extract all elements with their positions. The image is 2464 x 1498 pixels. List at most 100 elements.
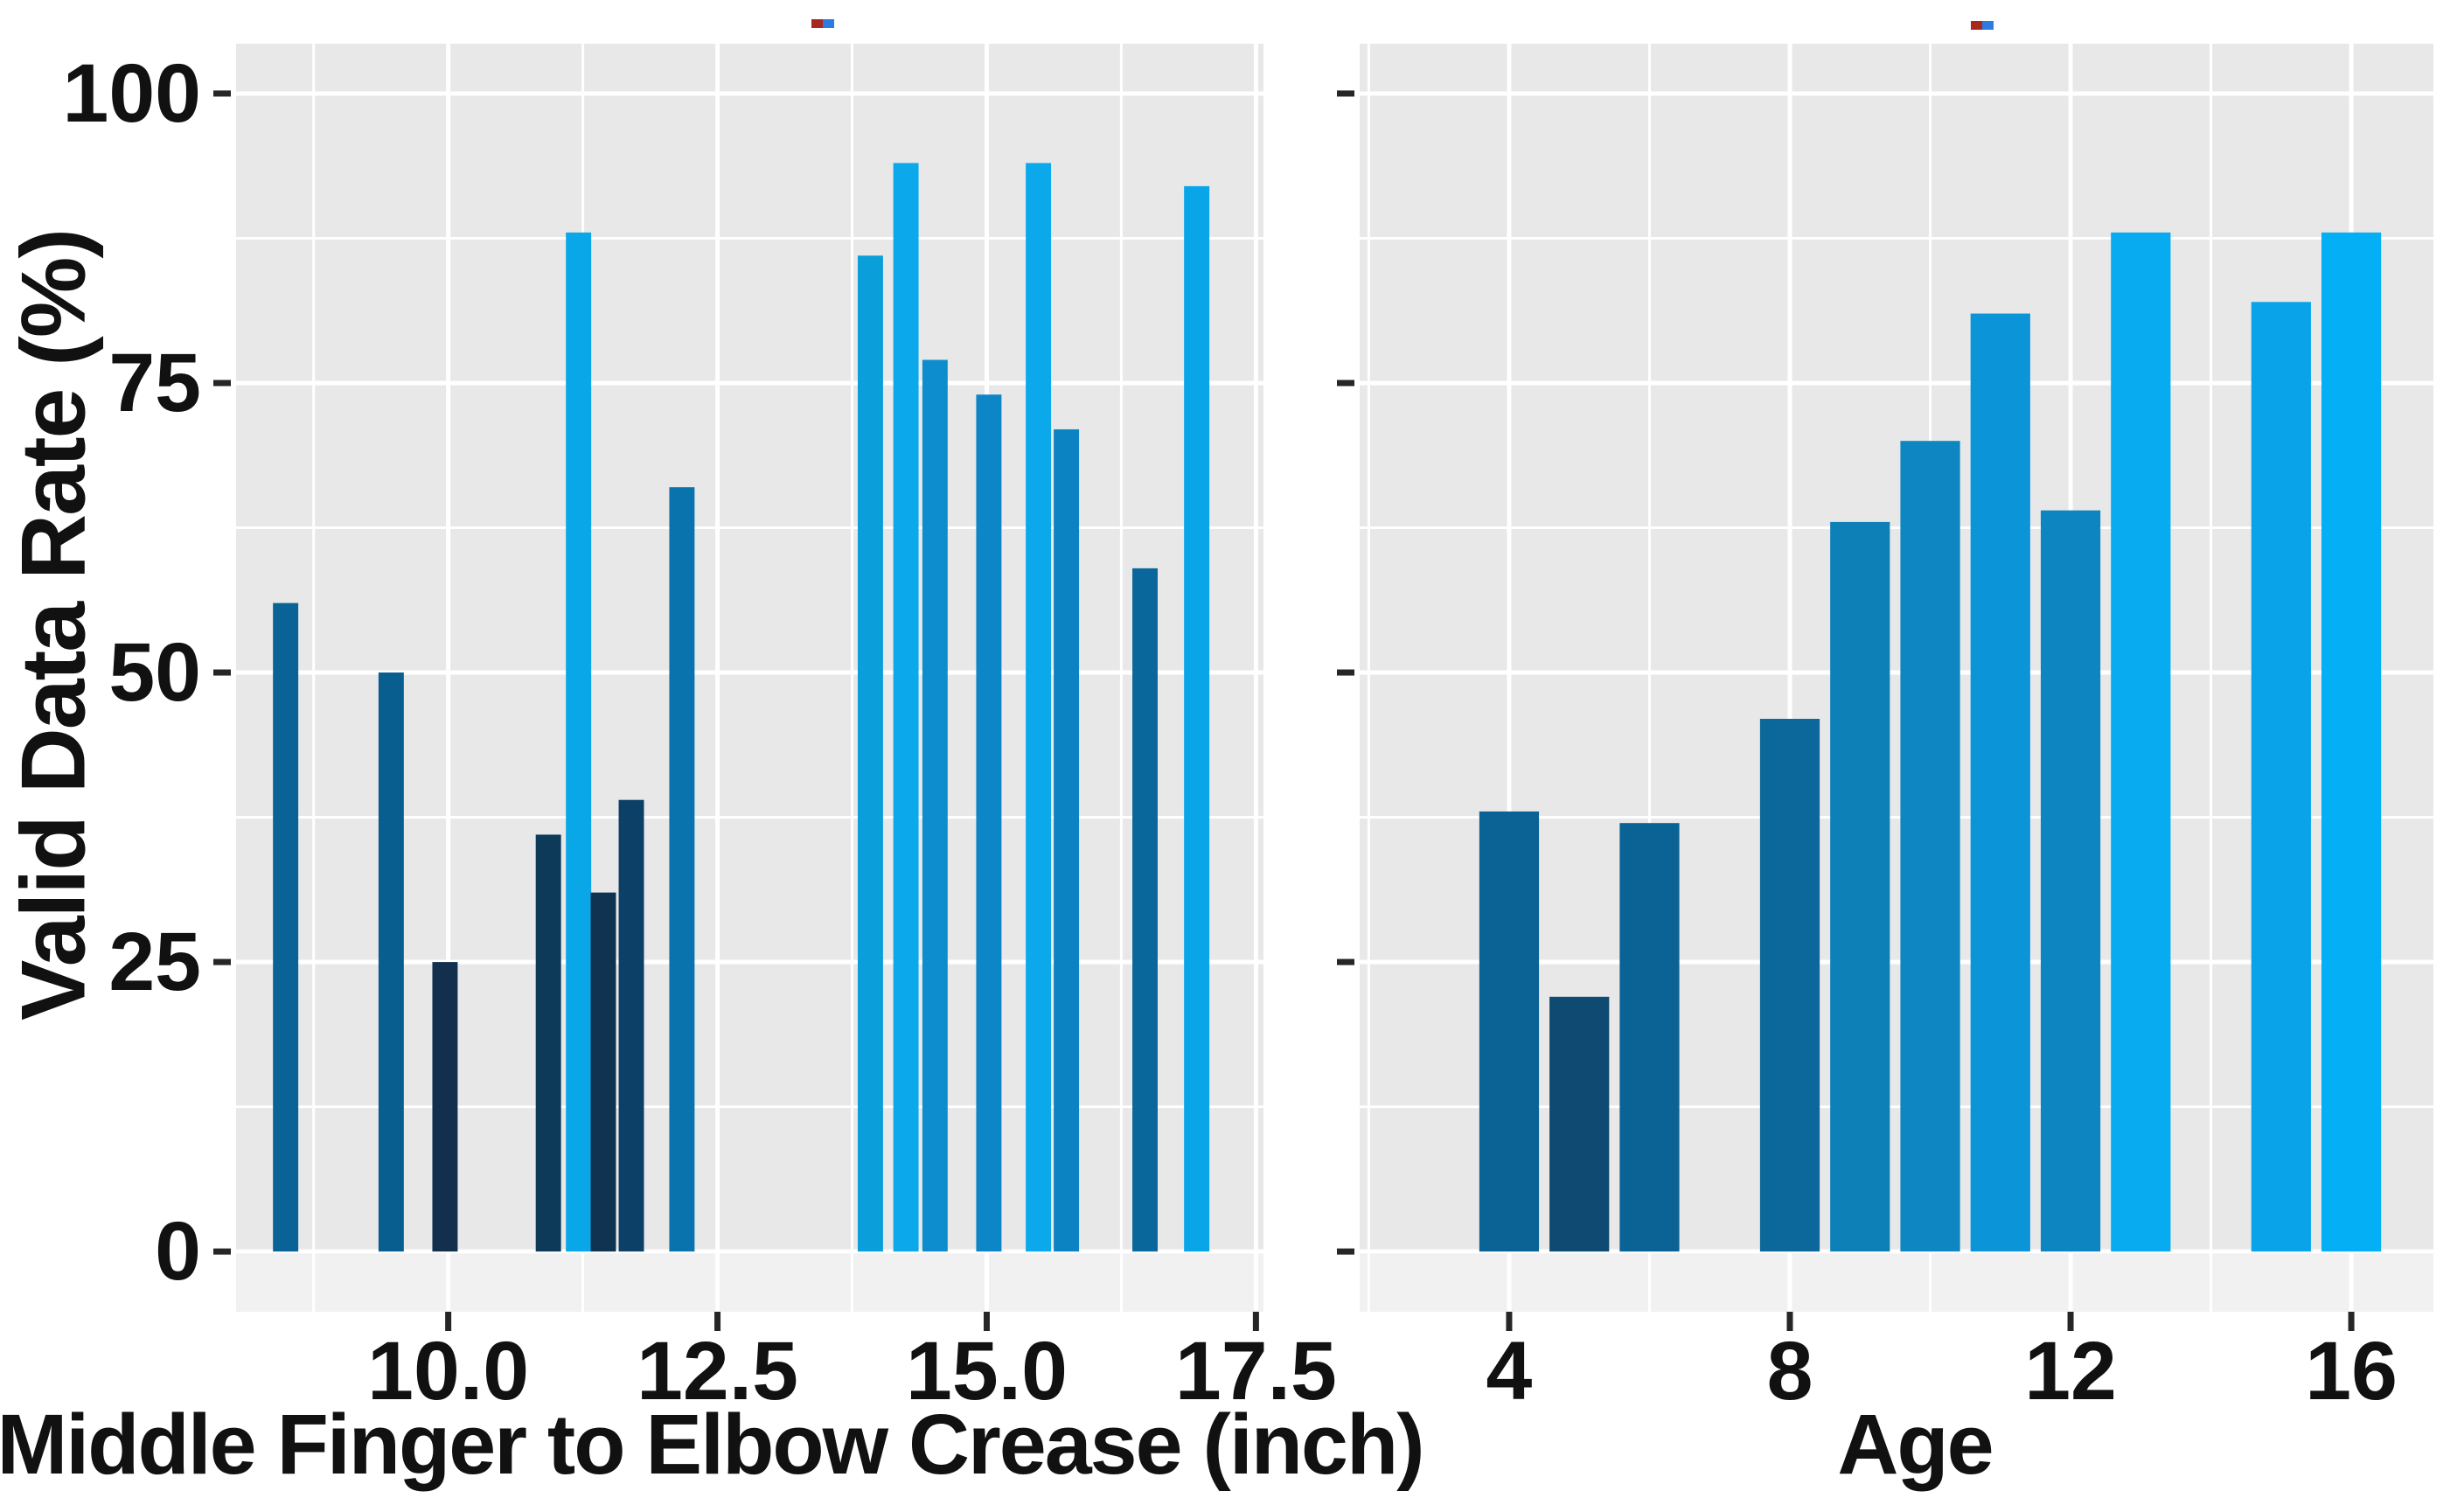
truncated-title-mark bbox=[1971, 21, 1994, 30]
panel-background-below-axis bbox=[1360, 1254, 2433, 1312]
y-tick-label: 100 bbox=[62, 47, 201, 140]
bar bbox=[2040, 510, 2101, 1252]
bar bbox=[669, 487, 695, 1252]
gridline-minor-vertical bbox=[2210, 44, 2213, 1312]
gridline-major-horizontal bbox=[236, 380, 1263, 386]
bar bbox=[590, 892, 616, 1252]
truncated-title-mark-segment bbox=[811, 19, 823, 28]
bar bbox=[432, 962, 458, 1252]
gridline-major-horizontal bbox=[236, 959, 1263, 965]
x-axis-tick bbox=[714, 1312, 721, 1331]
x-axis-tick bbox=[1786, 1312, 1793, 1331]
x-axis-title-right: Age bbox=[1837, 1397, 1994, 1492]
bar bbox=[378, 672, 404, 1252]
bar bbox=[1184, 185, 1210, 1252]
gridline-minor-horizontal bbox=[236, 236, 1263, 240]
x-axis-tick bbox=[983, 1312, 990, 1331]
y-axis-tick bbox=[1337, 90, 1354, 97]
gridline-minor-horizontal bbox=[1360, 526, 2433, 530]
y-axis-tick bbox=[213, 669, 231, 676]
gridline-major-vertical bbox=[1787, 44, 1792, 1312]
x-axis-tick bbox=[1252, 1312, 1259, 1331]
bar bbox=[618, 799, 644, 1252]
gridline-major-horizontal bbox=[1360, 91, 2433, 96]
gridline-minor-horizontal bbox=[236, 816, 1263, 819]
bar bbox=[1132, 568, 1158, 1252]
bar bbox=[976, 394, 1002, 1252]
bar bbox=[1054, 428, 1080, 1252]
y-axis-tick bbox=[213, 958, 231, 965]
gridline-minor-vertical bbox=[851, 44, 854, 1312]
x-axis-tick bbox=[1506, 1312, 1513, 1331]
panel-background bbox=[236, 44, 1263, 1312]
gridline-major-horizontal bbox=[236, 1249, 1263, 1254]
x-tick-label: 12.5 bbox=[637, 1325, 798, 1418]
gridline-major-vertical bbox=[715, 44, 720, 1312]
x-axis-tick bbox=[2067, 1312, 2074, 1331]
x-tick-label: 12 bbox=[2024, 1325, 2117, 1418]
x-tick-label: 17.5 bbox=[1175, 1325, 1337, 1418]
y-axis-title: Valid Data Rate (%) bbox=[3, 229, 105, 1021]
gridline-minor-vertical bbox=[1647, 44, 1651, 1312]
bar bbox=[1970, 313, 2030, 1252]
x-tick-label: 10.0 bbox=[367, 1325, 529, 1418]
gridline-major-vertical bbox=[1253, 44, 1258, 1312]
y-axis-tick bbox=[1337, 958, 1354, 965]
x-axis-tick bbox=[2348, 1312, 2355, 1331]
gridline-minor-vertical bbox=[312, 44, 316, 1312]
gridline-minor-horizontal bbox=[1360, 236, 2433, 240]
bar bbox=[857, 255, 883, 1252]
truncated-title-mark-segment bbox=[1982, 21, 1994, 30]
panel-background-below-axis bbox=[236, 1254, 1263, 1312]
bar bbox=[1759, 719, 1820, 1252]
gridline-minor-vertical bbox=[1367, 44, 1370, 1312]
y-axis-tick bbox=[1337, 380, 1354, 387]
bar bbox=[1830, 521, 1890, 1252]
bar bbox=[893, 163, 919, 1252]
bar bbox=[566, 232, 592, 1252]
truncated-title-mark bbox=[811, 19, 834, 28]
gridline-minor-horizontal bbox=[236, 1105, 1263, 1109]
bar bbox=[2111, 232, 2171, 1252]
gridline-major-vertical bbox=[446, 44, 451, 1312]
bar bbox=[273, 603, 299, 1252]
gridline-minor-horizontal bbox=[236, 526, 1263, 530]
y-axis-tick bbox=[213, 380, 231, 387]
gridline-major-horizontal bbox=[1360, 670, 2433, 675]
y-axis-tick bbox=[1337, 1248, 1354, 1255]
truncated-title-mark-segment bbox=[823, 19, 834, 28]
x-tick-label: 16 bbox=[2305, 1325, 2398, 1418]
bar bbox=[1026, 163, 1052, 1252]
bar bbox=[1900, 441, 1960, 1252]
gridline-major-horizontal bbox=[1360, 959, 2433, 965]
truncated-title-mark-segment bbox=[1971, 21, 1982, 30]
bar bbox=[2251, 302, 2311, 1252]
x-tick-label: 4 bbox=[1486, 1325, 1533, 1418]
y-tick-label: 25 bbox=[108, 916, 201, 1008]
gridline-major-horizontal bbox=[236, 670, 1263, 675]
y-tick-label: 75 bbox=[108, 337, 201, 429]
gridline-minor-vertical bbox=[1119, 44, 1123, 1312]
gridline-minor-horizontal bbox=[1360, 1105, 2433, 1109]
x-tick-label: 15.0 bbox=[906, 1325, 1068, 1418]
bar bbox=[535, 834, 561, 1252]
gridline-minor-horizontal bbox=[1360, 816, 2433, 819]
bar bbox=[1619, 823, 1680, 1252]
y-tick-label: 50 bbox=[108, 626, 201, 719]
y-axis-tick bbox=[213, 90, 231, 97]
y-axis-tick bbox=[1337, 669, 1354, 676]
gridline-major-horizontal bbox=[1360, 1249, 2433, 1254]
x-axis-title-left: Middle Finger to Elbow Crease (inch) bbox=[0, 1397, 1425, 1492]
bar bbox=[1549, 996, 1610, 1252]
bar bbox=[1479, 811, 1540, 1252]
x-axis-tick bbox=[445, 1312, 452, 1331]
y-tick-label: 0 bbox=[155, 1205, 201, 1298]
gridline-major-horizontal bbox=[1360, 380, 2433, 386]
x-tick-label: 8 bbox=[1767, 1325, 1813, 1418]
gridline-major-vertical bbox=[1507, 44, 1512, 1312]
bar bbox=[922, 359, 948, 1252]
bar bbox=[2321, 232, 2382, 1252]
y-axis-tick bbox=[213, 1248, 231, 1255]
